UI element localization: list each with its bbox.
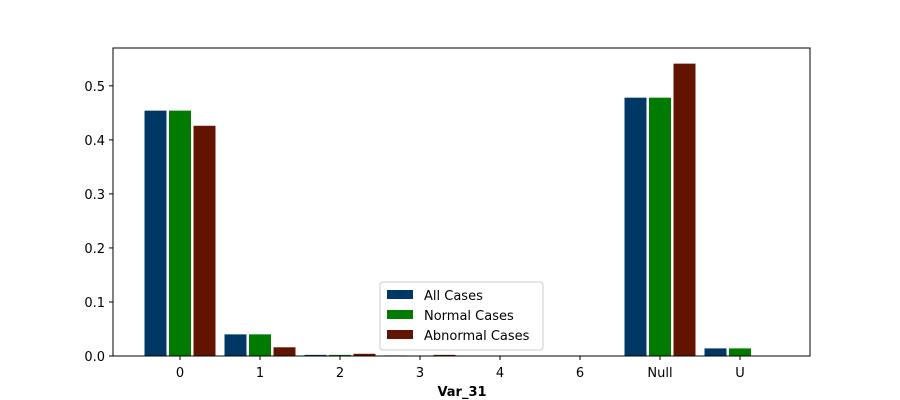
x-tick-label-null: Null — [647, 366, 672, 381]
x-tick-label-1: 1 — [256, 366, 264, 381]
legend-swatch-all-cases — [387, 290, 413, 299]
bar-abnormal-cases-0 — [192, 124, 217, 357]
bars-group — [143, 62, 752, 357]
bar-all-cases-null — [623, 96, 648, 357]
bar-abnormal-cases-1 — [272, 346, 297, 357]
y-tick-label-4: 0.4 — [84, 134, 105, 149]
y-tick-label-2: 0.2 — [84, 242, 105, 257]
legend-label-all-cases: All Cases — [424, 289, 483, 304]
bar-normal-cases-u — [728, 347, 752, 357]
x-tick-label-0: 0 — [176, 366, 184, 381]
y-tick-label-5: 0.5 — [84, 80, 105, 95]
legend-swatch-normal-cases — [387, 310, 413, 319]
bar-normal-cases-1 — [248, 333, 272, 357]
y-tick-label-1: 0.1 — [84, 296, 105, 311]
legend-label-normal-cases: Normal Cases — [424, 309, 514, 324]
x-tick-label-2: 2 — [336, 366, 344, 381]
x-axis: 0 1 2 3 4 6 Null U — [176, 356, 745, 381]
bar-normal-cases-0 — [168, 109, 192, 357]
legend-box — [379, 281, 544, 351]
bar-all-cases-1 — [223, 333, 248, 357]
legend: All Cases Normal Cases Abnormal Cases — [379, 281, 544, 351]
bar-abnormal-cases-null — [672, 62, 697, 357]
x-tick-label-3: 3 — [416, 366, 424, 381]
x-tick-label-4: 4 — [496, 366, 504, 381]
y-tick-label-0: 0.0 — [84, 350, 105, 365]
x-tick-label-6: 6 — [576, 366, 584, 381]
legend-label-abnormal-cases: Abnormal Cases — [424, 329, 530, 344]
bar-all-cases-0 — [143, 109, 168, 357]
y-axis: 0.0 0.1 0.2 0.3 0.4 0.5 — [84, 80, 113, 365]
legend-swatch-abnormal-cases — [387, 330, 413, 339]
x-axis-title: Var_31 — [437, 385, 486, 400]
bar-all-cases-u — [703, 347, 728, 357]
y-tick-label-3: 0.3 — [84, 188, 105, 203]
x-tick-label-u: U — [735, 366, 745, 381]
plot-frame — [112, 47, 811, 357]
bar-normal-cases-null — [648, 96, 672, 357]
